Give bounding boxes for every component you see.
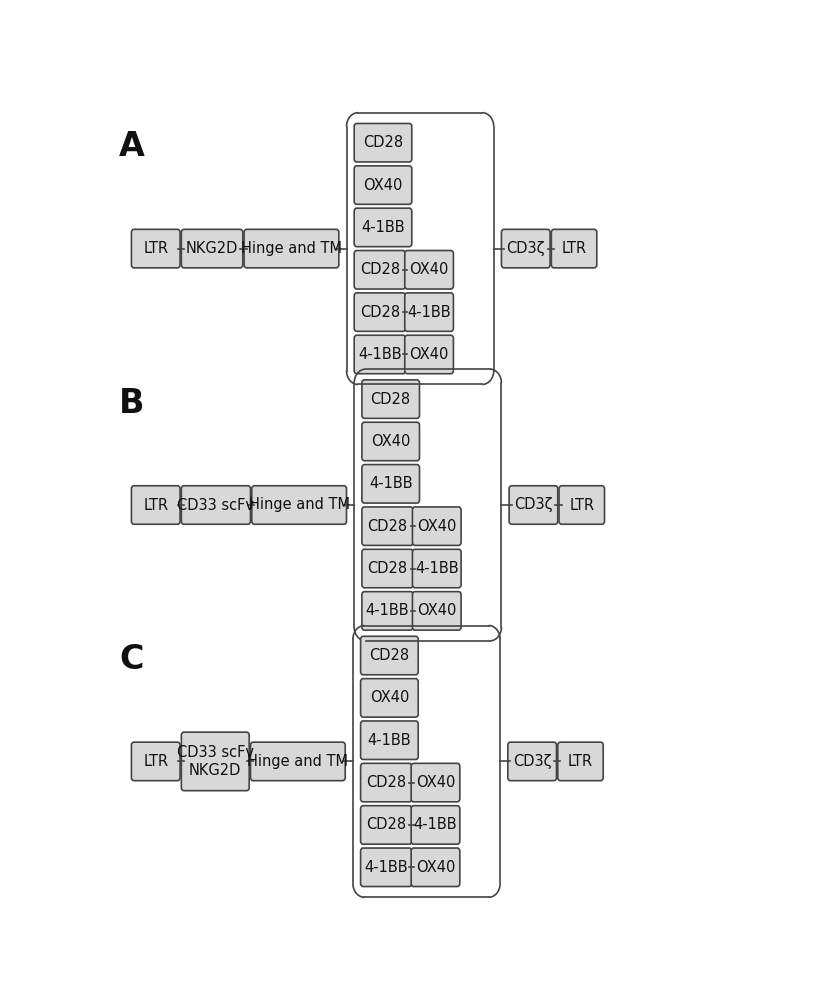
FancyBboxPatch shape — [362, 507, 413, 545]
FancyBboxPatch shape — [354, 293, 406, 331]
Text: OX40: OX40 — [417, 603, 457, 618]
Text: C: C — [119, 643, 144, 676]
Text: LTR: LTR — [569, 497, 595, 512]
FancyBboxPatch shape — [362, 380, 420, 418]
FancyBboxPatch shape — [182, 486, 250, 524]
FancyBboxPatch shape — [182, 732, 249, 791]
Text: 4-1BB: 4-1BB — [407, 305, 451, 320]
Text: Hinge and TM: Hinge and TM — [241, 241, 342, 256]
Text: CD33 scFv
NKG2D: CD33 scFv NKG2D — [177, 745, 254, 778]
FancyBboxPatch shape — [501, 229, 550, 268]
FancyBboxPatch shape — [362, 465, 420, 503]
FancyBboxPatch shape — [354, 123, 412, 162]
FancyBboxPatch shape — [361, 636, 418, 675]
Text: 4-1BB: 4-1BB — [369, 476, 412, 491]
FancyBboxPatch shape — [244, 229, 339, 268]
Text: OX40: OX40 — [370, 690, 409, 705]
FancyBboxPatch shape — [411, 848, 460, 887]
Text: OX40: OX40 — [410, 262, 449, 277]
Text: 4-1BB: 4-1BB — [366, 603, 410, 618]
FancyBboxPatch shape — [354, 251, 406, 289]
FancyBboxPatch shape — [361, 848, 412, 887]
Text: CD3ζ: CD3ζ — [514, 497, 553, 512]
Text: CD28: CD28 — [368, 561, 407, 576]
Text: CD33 scFv: CD33 scFv — [178, 497, 254, 512]
FancyBboxPatch shape — [362, 422, 420, 461]
FancyBboxPatch shape — [252, 486, 347, 524]
Text: CD28: CD28 — [369, 648, 410, 663]
Text: OX40: OX40 — [371, 434, 411, 449]
FancyBboxPatch shape — [412, 507, 461, 545]
FancyBboxPatch shape — [131, 486, 180, 524]
FancyBboxPatch shape — [131, 229, 180, 268]
Text: A: A — [119, 130, 145, 163]
Text: CD3ζ: CD3ζ — [513, 754, 552, 769]
FancyBboxPatch shape — [412, 592, 461, 630]
FancyBboxPatch shape — [411, 806, 460, 844]
Text: 4-1BB: 4-1BB — [368, 733, 411, 748]
Text: Hinge and TM: Hinge and TM — [247, 754, 349, 769]
FancyBboxPatch shape — [362, 592, 413, 630]
FancyBboxPatch shape — [405, 335, 453, 374]
FancyBboxPatch shape — [361, 763, 412, 802]
Text: LTR: LTR — [143, 497, 169, 512]
Text: B: B — [119, 387, 145, 420]
Text: 4-1BB: 4-1BB — [358, 347, 401, 362]
FancyBboxPatch shape — [412, 549, 461, 588]
Text: LTR: LTR — [143, 754, 169, 769]
Text: 4-1BB: 4-1BB — [414, 817, 458, 832]
Text: LTR: LTR — [568, 754, 593, 769]
FancyBboxPatch shape — [354, 166, 412, 204]
FancyBboxPatch shape — [509, 486, 558, 524]
FancyBboxPatch shape — [361, 806, 412, 844]
Text: OX40: OX40 — [417, 519, 457, 534]
Text: OX40: OX40 — [415, 775, 455, 790]
Text: OX40: OX40 — [363, 178, 403, 193]
Text: OX40: OX40 — [410, 347, 449, 362]
Text: Hinge and TM: Hinge and TM — [249, 497, 349, 512]
FancyBboxPatch shape — [405, 251, 453, 289]
Text: CD3ζ: CD3ζ — [506, 241, 545, 256]
FancyBboxPatch shape — [182, 229, 243, 268]
FancyBboxPatch shape — [559, 486, 605, 524]
Text: CD28: CD28 — [366, 775, 406, 790]
FancyBboxPatch shape — [131, 742, 180, 781]
Text: CD28: CD28 — [366, 817, 406, 832]
Text: CD28: CD28 — [371, 392, 411, 407]
FancyBboxPatch shape — [361, 679, 418, 717]
FancyBboxPatch shape — [354, 335, 406, 374]
FancyBboxPatch shape — [558, 742, 603, 781]
Text: 4-1BB: 4-1BB — [415, 561, 458, 576]
Text: CD28: CD28 — [368, 519, 407, 534]
FancyBboxPatch shape — [250, 742, 345, 781]
Text: CD28: CD28 — [363, 135, 403, 150]
FancyBboxPatch shape — [552, 229, 597, 268]
FancyBboxPatch shape — [508, 742, 557, 781]
Text: 4-1BB: 4-1BB — [361, 220, 405, 235]
Text: CD28: CD28 — [360, 262, 400, 277]
Text: CD28: CD28 — [360, 305, 400, 320]
Text: OX40: OX40 — [415, 860, 455, 875]
Text: LTR: LTR — [143, 241, 169, 256]
Text: LTR: LTR — [562, 241, 586, 256]
Text: 4-1BB: 4-1BB — [364, 860, 408, 875]
FancyBboxPatch shape — [362, 549, 413, 588]
FancyBboxPatch shape — [361, 721, 418, 759]
FancyBboxPatch shape — [354, 208, 412, 247]
FancyBboxPatch shape — [405, 293, 453, 331]
FancyBboxPatch shape — [411, 763, 460, 802]
Text: NKG2D: NKG2D — [186, 241, 238, 256]
